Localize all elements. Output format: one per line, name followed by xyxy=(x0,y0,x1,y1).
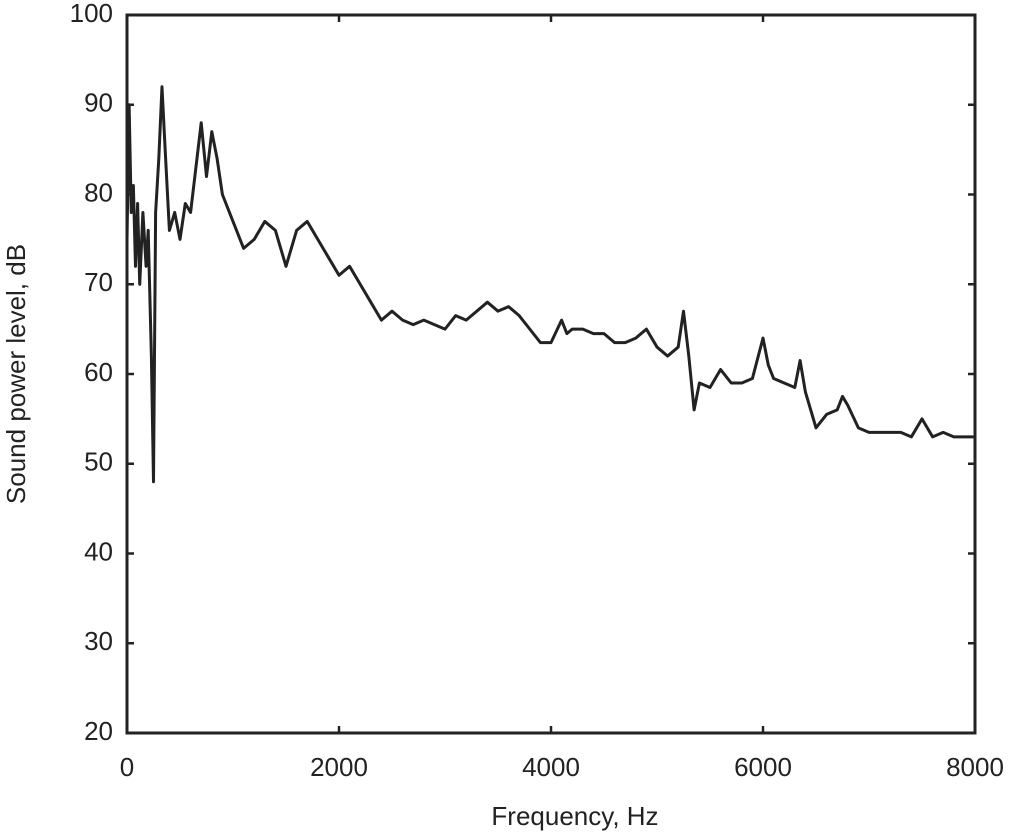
y-tick-label: 30 xyxy=(84,626,113,656)
x-axis-label: Frequency, Hz xyxy=(491,801,658,831)
plot-frame xyxy=(125,13,977,735)
y-tick-label: 100 xyxy=(70,0,113,28)
y-tick-label: 70 xyxy=(84,267,113,297)
x-tick-label: 4000 xyxy=(522,752,580,782)
y-tick-label: 90 xyxy=(84,88,113,118)
y-tick-label: 40 xyxy=(84,536,113,566)
y-tick-label: 60 xyxy=(84,357,113,387)
x-tick-label: 2000 xyxy=(310,752,368,782)
data-line xyxy=(125,85,975,484)
y-tick-label: 20 xyxy=(84,716,113,746)
x-tick-label: 0 xyxy=(120,752,134,782)
x-tick-label: 8000 xyxy=(946,752,1004,782)
y-tick-label: 80 xyxy=(84,177,113,207)
y-axis-label: Sound power level, dB xyxy=(1,244,31,504)
y-tick-label: 50 xyxy=(84,447,113,477)
x-tick-label: 6000 xyxy=(734,752,792,782)
